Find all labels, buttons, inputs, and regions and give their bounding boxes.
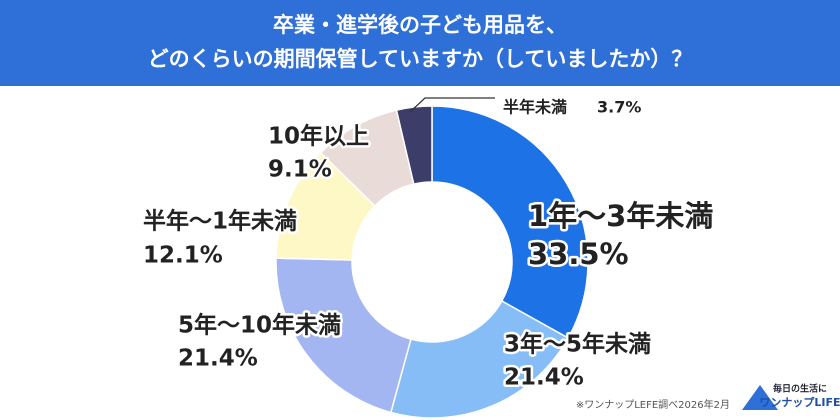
- logo-text: ワンナップLIFE: [759, 395, 840, 409]
- category-label: 半年未満: [503, 98, 567, 117]
- value-label: 21.4%: [178, 346, 258, 372]
- category-label: 10年以上: [268, 123, 369, 150]
- value-label: 3.7%: [597, 98, 641, 117]
- leader-line: [409, 97, 495, 113]
- chart-title: 卒業・進学後の子ども用品を、: [273, 13, 567, 37]
- donut-slice: [389, 299, 570, 419]
- value-label: 12.1%: [143, 243, 223, 269]
- category-label: 5年～10年未満: [178, 312, 341, 339]
- category-label: 1年～3年未満: [528, 199, 713, 233]
- value-label: 21.4%: [504, 365, 584, 391]
- category-label: 3年～5年未満: [504, 331, 651, 358]
- value-label: 33.5%: [528, 237, 629, 271]
- category-label: 半年～1年未満: [143, 208, 297, 235]
- title-banner: [0, 0, 840, 86]
- donut-slice: [395, 105, 433, 186]
- chart-title: どのくらいの期間保管していますか（していましたか）？: [148, 47, 693, 71]
- source-note: ※ワンナップLEFE調べ2026年2月: [576, 398, 730, 411]
- logo-icon: [742, 385, 778, 410]
- donut-slice: [431, 105, 589, 340]
- donut-slice: [275, 257, 412, 414]
- logo-text: 毎日の生活に: [773, 383, 827, 395]
- value-label: 9.1%: [268, 157, 332, 183]
